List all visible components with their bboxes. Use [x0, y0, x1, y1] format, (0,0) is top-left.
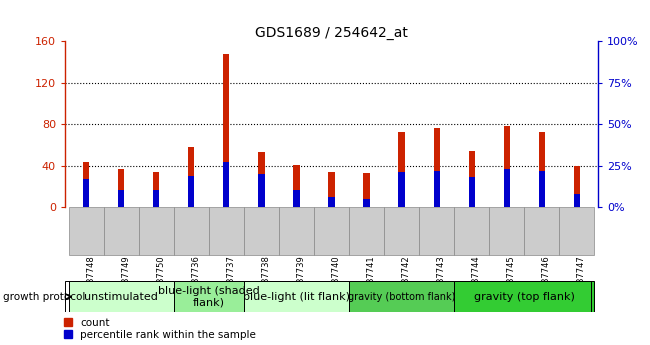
Bar [489, 207, 525, 255]
Bar [434, 170, 440, 207]
Bar [504, 126, 510, 207]
Text: GSM87749: GSM87749 [121, 255, 130, 301]
Bar [258, 152, 265, 207]
Text: GSM87746: GSM87746 [542, 255, 551, 301]
Bar [398, 132, 405, 207]
Text: GSM87744: GSM87744 [472, 255, 481, 301]
Title: GDS1689 / 254642_at: GDS1689 / 254642_at [255, 26, 408, 40]
Bar [349, 207, 384, 255]
Text: GSM87748: GSM87748 [86, 255, 95, 301]
Text: blue-light (lit flank): blue-light (lit flank) [243, 292, 350, 302]
Bar [363, 199, 370, 207]
Bar [118, 169, 124, 207]
Bar [83, 179, 89, 207]
Text: blue-light (shaded
flank): blue-light (shaded flank) [158, 286, 259, 307]
Bar [349, 281, 454, 312]
Text: GSM87739: GSM87739 [296, 255, 306, 301]
Text: growth protocol: growth protocol [3, 292, 86, 302]
Bar [574, 166, 580, 207]
Text: GSM87736: GSM87736 [191, 255, 200, 301]
Bar [469, 177, 475, 207]
Bar [188, 147, 194, 207]
Bar [223, 54, 229, 207]
Bar [328, 172, 335, 207]
Bar [174, 281, 244, 312]
Bar [454, 207, 489, 255]
Text: GSM87738: GSM87738 [261, 255, 270, 301]
Text: GSM87750: GSM87750 [156, 255, 165, 301]
Text: gravity (bottom flank): gravity (bottom flank) [348, 292, 455, 302]
Bar [103, 207, 138, 255]
Bar [68, 281, 174, 312]
Bar [293, 165, 300, 207]
Bar [83, 162, 89, 207]
Bar [244, 207, 279, 255]
Bar [314, 207, 349, 255]
Bar [68, 207, 103, 255]
Text: unstimulated: unstimulated [84, 292, 158, 302]
Bar [363, 173, 370, 207]
Bar [223, 162, 229, 207]
Bar [209, 207, 244, 255]
Bar [244, 281, 349, 312]
Bar [454, 281, 595, 312]
Bar [138, 207, 174, 255]
Text: GSM87745: GSM87745 [507, 255, 516, 301]
Legend: count, percentile rank within the sample: count, percentile rank within the sample [64, 318, 256, 340]
Bar [188, 176, 194, 207]
Text: GSM87741: GSM87741 [367, 255, 376, 301]
Text: GSM87742: GSM87742 [402, 255, 411, 301]
Text: GSM87743: GSM87743 [437, 255, 446, 301]
Text: GSM87747: GSM87747 [577, 255, 586, 301]
Bar [560, 207, 595, 255]
Bar [293, 190, 300, 207]
Bar [574, 194, 580, 207]
Bar [279, 207, 314, 255]
Bar [525, 207, 560, 255]
Bar [258, 174, 265, 207]
Bar [419, 207, 454, 255]
Bar [118, 190, 124, 207]
Bar [153, 190, 159, 207]
Bar [434, 128, 440, 207]
Text: GSM87740: GSM87740 [332, 255, 341, 301]
Bar [174, 207, 209, 255]
Text: gravity (top flank): gravity (top flank) [474, 292, 575, 302]
Bar [384, 207, 419, 255]
Bar [504, 169, 510, 207]
Bar [398, 172, 405, 207]
Bar [328, 197, 335, 207]
Bar [153, 172, 159, 207]
Bar [539, 132, 545, 207]
Text: GSM87737: GSM87737 [226, 255, 235, 301]
Bar [539, 170, 545, 207]
Bar [469, 151, 475, 207]
